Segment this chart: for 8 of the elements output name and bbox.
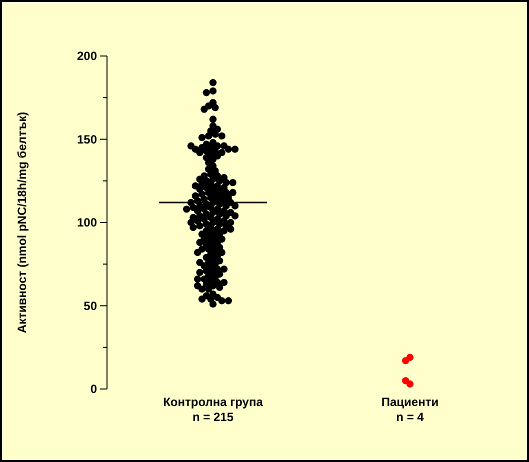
y-axis-title: Активност (nmol pNC/18h/mg белтък) bbox=[15, 112, 29, 334]
y-tick-label: 50 bbox=[84, 298, 98, 313]
y-tick-label: 100 bbox=[76, 216, 98, 230]
y-tick-label: 150 bbox=[76, 132, 98, 146]
y-tick-label: 0 bbox=[90, 382, 98, 396]
y-tick-label: 200 bbox=[76, 49, 98, 64]
x-tick-label: Контролна група n = 215 bbox=[163, 395, 264, 424]
x-tick-label: Пациенти n = 4 bbox=[381, 395, 439, 424]
